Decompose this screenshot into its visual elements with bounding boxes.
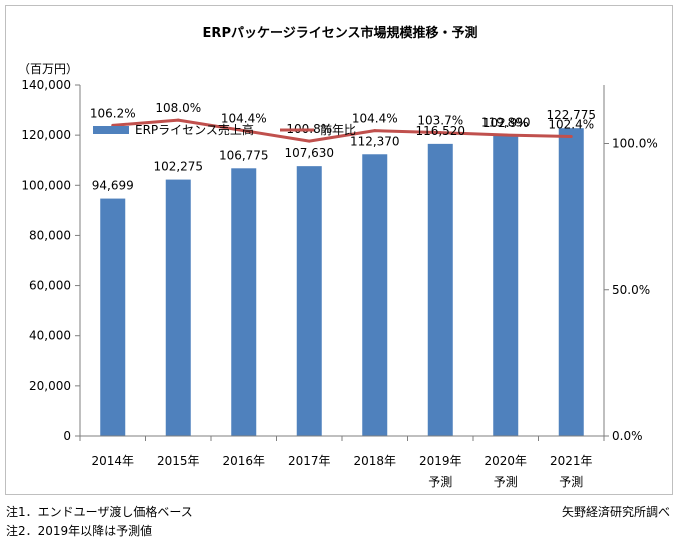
line-point bbox=[242, 129, 246, 133]
x-tick-label: 2016年 bbox=[222, 454, 265, 468]
y-left-tick-label: 40,000 bbox=[29, 329, 71, 343]
y-left-tick-label: 60,000 bbox=[29, 279, 71, 293]
line-point bbox=[176, 118, 180, 122]
legend: ERPライセンス売上高 前年比 bbox=[93, 122, 356, 137]
bar-value-label: 106,775 bbox=[219, 148, 269, 162]
bar-value-label: 94,699 bbox=[92, 179, 134, 193]
bar bbox=[427, 143, 453, 436]
bar-value-label: 102,275 bbox=[153, 160, 203, 174]
y-left-tick-label: 140,000 bbox=[21, 78, 71, 92]
x-tick-label: 2014年 bbox=[91, 454, 134, 468]
x-tick-label: 2021年 bbox=[550, 454, 593, 468]
x-tick-sublabel: 予測 bbox=[428, 475, 452, 489]
line-value-label: 103.7% bbox=[417, 114, 463, 128]
x-tick-sublabel: 予測 bbox=[494, 475, 518, 489]
line-series-yoy bbox=[112, 118, 572, 143]
bar-value-label: 119,890 bbox=[481, 115, 531, 129]
bar bbox=[362, 154, 388, 437]
chart-title: ERPパッケージライセンス市場規模推移・予測 bbox=[203, 25, 478, 41]
y-left-tick-label: 80,000 bbox=[29, 228, 71, 242]
line-point bbox=[373, 129, 377, 133]
x-tick-label: 2019年 bbox=[419, 454, 462, 468]
y-right-tick-label: 0.0% bbox=[612, 429, 643, 443]
legend-swatch-bar bbox=[93, 126, 129, 134]
y-left-tick-label: 0 bbox=[63, 429, 71, 443]
bar bbox=[100, 198, 126, 436]
line-point bbox=[504, 133, 508, 137]
line-value-label: 102.9% bbox=[483, 116, 529, 130]
bar-value-label: 112,370 bbox=[350, 134, 400, 148]
source-credit: 矢野経済研究所調べ bbox=[561, 505, 670, 519]
bar-value-label: 122,775 bbox=[546, 108, 596, 122]
x-tick-label: 2017年 bbox=[288, 454, 331, 468]
line-value-label: 104.4% bbox=[221, 112, 267, 126]
line-value-label: 108.0% bbox=[155, 101, 201, 115]
x-tick-sublabel: 予測 bbox=[559, 475, 583, 489]
line-point bbox=[438, 131, 442, 135]
line-value-label: 106.2% bbox=[90, 106, 136, 120]
footnote-2: 注2．2019年以降は予測値 bbox=[6, 524, 153, 538]
bar bbox=[296, 166, 322, 436]
legend-label-line: 前年比 bbox=[320, 122, 356, 137]
bar-value-label: 107,630 bbox=[284, 146, 334, 160]
bar bbox=[493, 135, 519, 436]
line-point bbox=[307, 139, 311, 143]
y-left-tick-label: 120,000 bbox=[21, 128, 71, 142]
y-axis-unit-label: （百万円） bbox=[18, 62, 78, 76]
bar-value-label: 116,520 bbox=[415, 124, 465, 138]
bar bbox=[165, 179, 191, 436]
line-value-label: 102.4% bbox=[548, 117, 594, 131]
y-left-tick-label: 20,000 bbox=[29, 379, 71, 393]
x-tick-label: 2015年 bbox=[157, 454, 200, 468]
x-tick-label: 2020年 bbox=[484, 454, 527, 468]
y-left-tick-label: 100,000 bbox=[21, 178, 71, 192]
x-tick-label: 2018年 bbox=[353, 454, 396, 468]
y-right-tick-label: 50.0% bbox=[612, 283, 650, 297]
chart: ERPパッケージライセンス市場規模推移・予測 （百万円） 0 20,000 40,0… bbox=[18, 25, 658, 489]
legend-label-bar: ERPライセンス売上高 bbox=[135, 122, 254, 137]
y-right-tick-label: 100.0% bbox=[612, 137, 658, 151]
footnote-1: 注1．エンドユーザ渡し価格ベース bbox=[6, 505, 193, 519]
bar bbox=[231, 168, 257, 437]
line-value-label: 104.4% bbox=[352, 112, 398, 126]
bar bbox=[558, 128, 584, 436]
line-point bbox=[569, 134, 573, 138]
